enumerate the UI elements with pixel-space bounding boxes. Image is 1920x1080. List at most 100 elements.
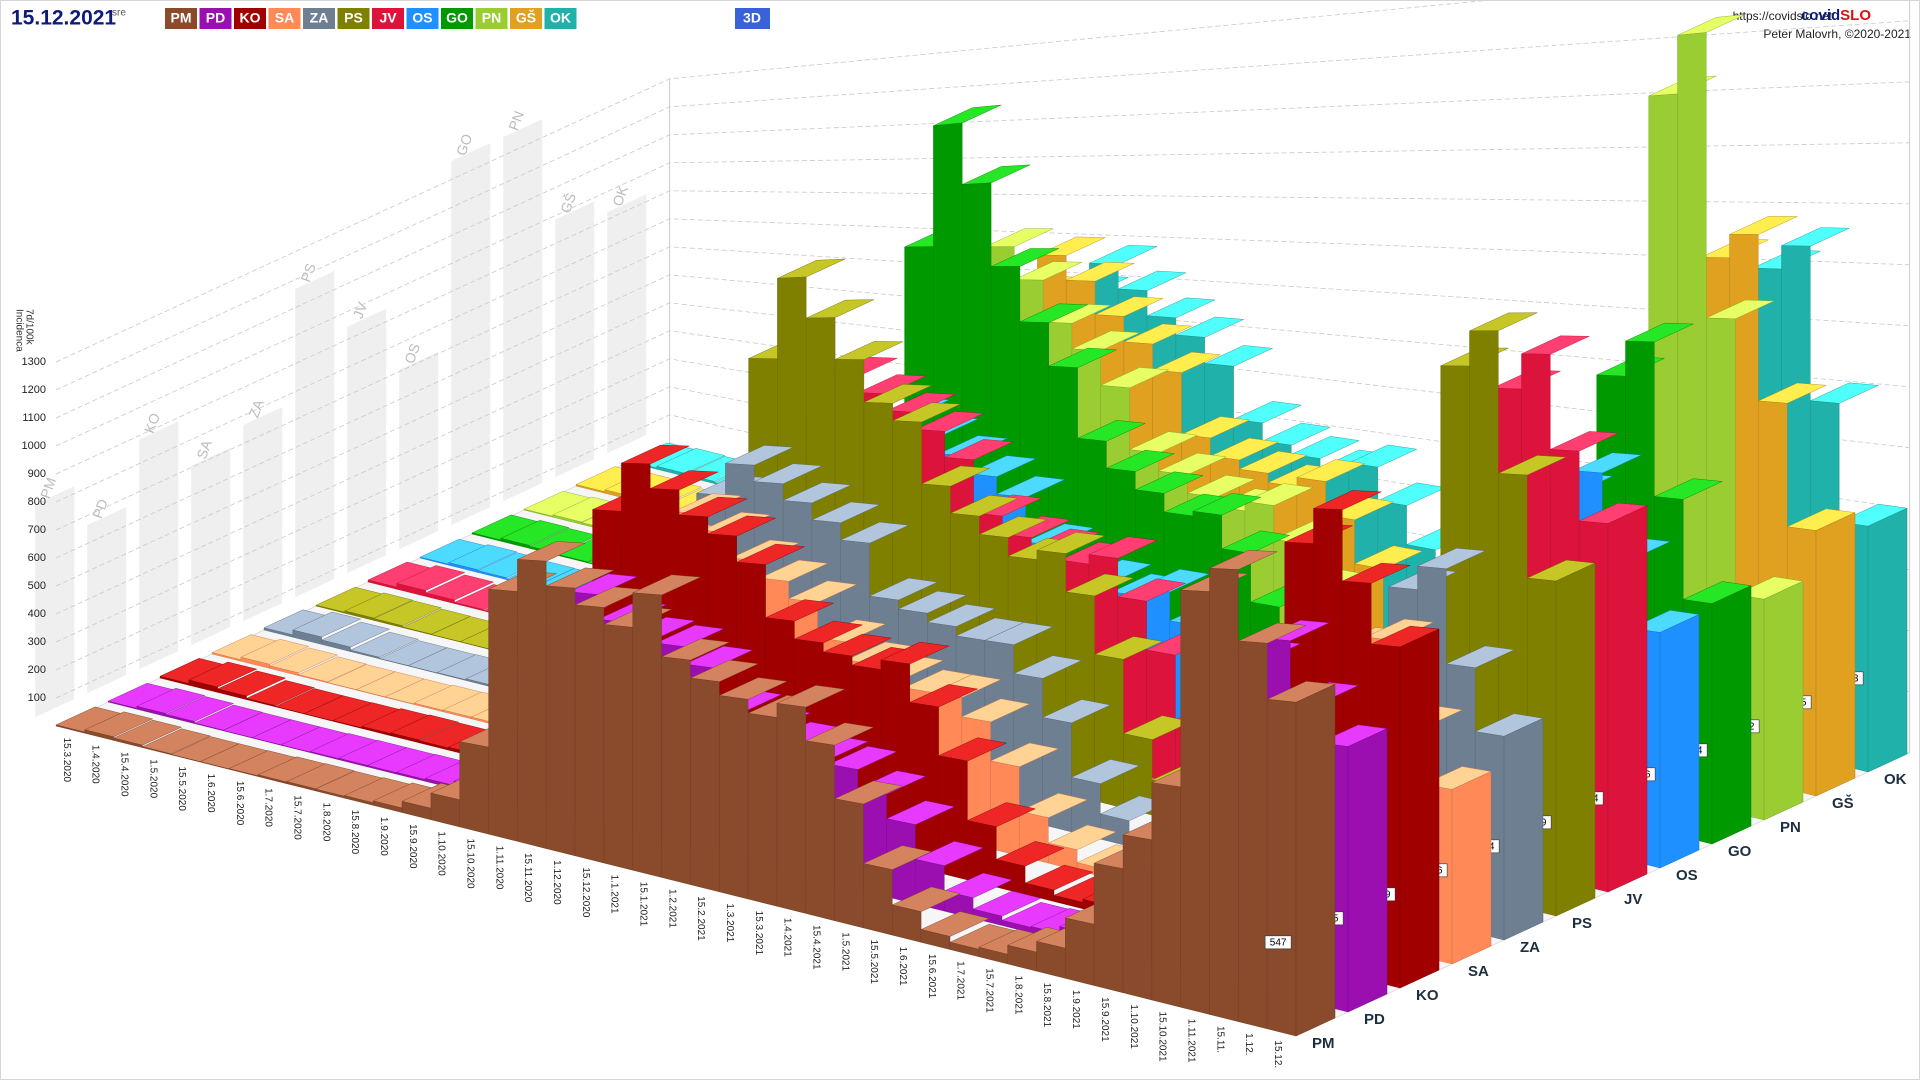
legend-label[interactable]: GŠ [516, 9, 536, 26]
legend-label[interactable]: OK [550, 10, 571, 26]
legend-label[interactable]: PM [171, 10, 192, 26]
x-tick-label: 1.7.2020 [263, 788, 274, 827]
ribbon-face [920, 929, 951, 950]
ribbon-face [805, 740, 835, 921]
value-label: 547 [1270, 937, 1287, 948]
ribbon-face [1093, 862, 1124, 993]
legend-button[interactable] [441, 8, 473, 29]
x-tick-label: 1.6.2020 [205, 774, 216, 813]
x-tick-label: 15.8.2021 [1041, 983, 1052, 1028]
legend-label[interactable]: PS [344, 10, 363, 26]
back-region-label: GŠ [557, 191, 579, 215]
ribbon-top [1521, 335, 1590, 355]
legend-label[interactable]: PD [206, 10, 225, 26]
view-button-label[interactable]: 3D [743, 10, 761, 26]
back-column [607, 194, 647, 454]
ribbon-face [1065, 917, 1095, 986]
legend-button[interactable] [544, 8, 577, 29]
y-label-1: 7d/100k [23, 309, 34, 346]
ribbon-top [835, 341, 903, 360]
ribbon-face [1151, 782, 1181, 1008]
legend-label[interactable]: SA [275, 10, 294, 26]
legend-label[interactable]: GO [446, 10, 468, 26]
legend-label[interactable]: JV [379, 10, 397, 26]
ribbon-face [142, 746, 172, 756]
y-tick-label: 500 [28, 580, 46, 592]
legend-button[interactable] [199, 8, 232, 29]
ribbon-face [286, 781, 316, 792]
ribbon-face [546, 585, 576, 857]
legend-button[interactable] [510, 8, 542, 29]
ribbon-face [113, 737, 143, 748]
back-region-label: PM [37, 475, 59, 500]
ribbon-face [350, 649, 380, 660]
ribbon-face [500, 538, 530, 549]
legend-button[interactable] [372, 8, 404, 29]
ribbon-face [892, 904, 922, 943]
ribbon-face [834, 798, 864, 929]
x-tick-label: 15.8.2020 [349, 810, 360, 855]
ribbon-face [188, 679, 218, 693]
legend-label[interactable]: KO [240, 10, 261, 26]
region-label: SA [1468, 963, 1489, 980]
view-button[interactable]: 3D [735, 8, 770, 29]
view-button-bg[interactable] [735, 8, 770, 29]
ribbon-face [194, 722, 224, 732]
ribbon-face [690, 677, 720, 893]
ribbon-end [1347, 728, 1388, 1013]
ribbon-face [448, 562, 478, 573]
y-tick-label: 700 [28, 524, 46, 536]
region-label: OK [1884, 771, 1907, 788]
back-column [243, 407, 283, 622]
back-column [399, 351, 439, 550]
ribbon-face [454, 602, 484, 612]
legend: PM PD KO SA ZA PS JV OS GO PN GŠ OK [165, 8, 577, 29]
legend-button[interactable] [303, 8, 335, 29]
x-tick-label: 1.6.2021 [897, 947, 908, 986]
legend-button[interactable] [268, 8, 301, 29]
x-tick-label: 1.9.2021 [1070, 990, 1081, 1029]
ribbon-face [246, 698, 276, 708]
legend-label[interactable]: PN [482, 10, 501, 26]
url[interactable]: https://covidslo.net [1733, 9, 1833, 23]
back-region-label: OK [609, 183, 631, 208]
value-label-bg [1264, 935, 1292, 950]
x-tick-label: 1.5.2020 [147, 759, 158, 798]
legend-button[interactable] [165, 8, 197, 29]
back-column [87, 507, 127, 694]
y-tick-label: 100 [28, 692, 46, 704]
ribbon-face [863, 863, 893, 936]
ribbon-face [1024, 882, 1055, 902]
ribbon-top [1469, 312, 1538, 332]
x-tick-label: 1.2.2021 [666, 889, 677, 928]
ribbon-end [1659, 614, 1700, 869]
y-tick-label: 300 [28, 636, 46, 648]
ribbon-top [933, 104, 1002, 126]
back-column [191, 447, 231, 646]
back-region-label: PD [89, 497, 111, 521]
ribbon-face [1238, 640, 1268, 1030]
brand: covidSLO [1801, 7, 1871, 24]
ribbon-face [425, 592, 455, 604]
ribbon-end [1399, 628, 1440, 989]
legend-label[interactable]: OS [412, 10, 432, 26]
legend-button[interactable] [475, 8, 508, 29]
ribbon-face [390, 732, 420, 744]
ribbon-face [165, 714, 195, 724]
ribbon-face [1180, 589, 1210, 1015]
back-column [503, 119, 543, 502]
author: Peter Malovrh, ©2020-2021 [1763, 27, 1911, 41]
y-tick-label: 1100 [22, 412, 46, 424]
legend-label[interactable]: ZA [310, 10, 329, 26]
legend-button[interactable] [337, 8, 370, 29]
ribbon-face [136, 706, 166, 717]
ribbon-face [552, 514, 582, 525]
ribbon-face [517, 559, 547, 849]
y-tick-label: 1000 [22, 440, 46, 452]
legend-button[interactable] [406, 8, 439, 29]
back-region-label: JV [350, 299, 371, 320]
legend-button[interactable] [234, 8, 266, 29]
x-tick-label: 1.3.2021 [724, 903, 735, 942]
